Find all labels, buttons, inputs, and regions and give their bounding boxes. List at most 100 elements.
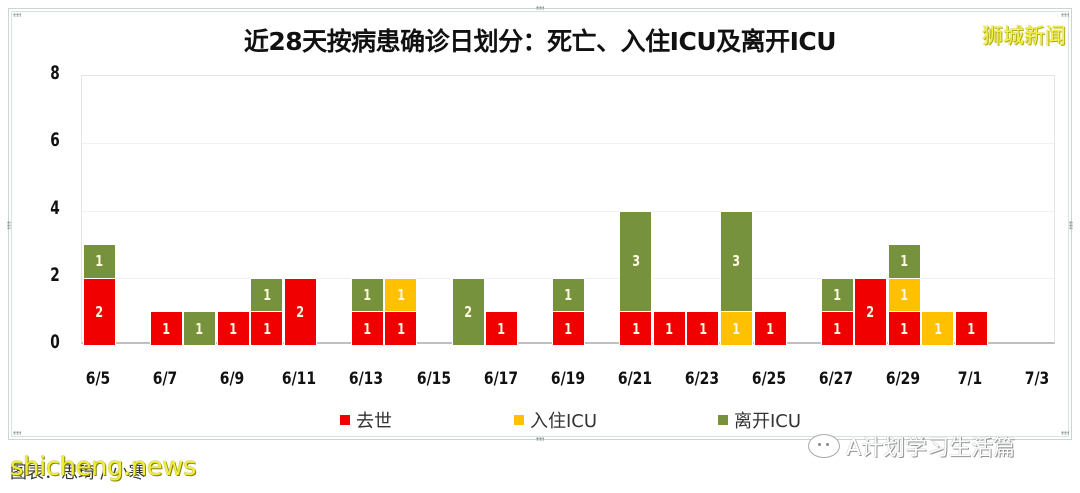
bar-segment[interactable]: 1 <box>250 311 284 345</box>
y-tick-label: 2 <box>50 263 60 286</box>
x-tick-label: 6/27 <box>818 369 854 389</box>
resize-handle-right[interactable] <box>1069 221 1073 229</box>
bar-value-label: 1 <box>162 319 171 338</box>
site-watermark: shicheng.news <box>10 452 197 482</box>
bar-value-label: 1 <box>397 286 405 305</box>
y-tick-label: 8 <box>50 62 60 84</box>
bar-value-label: 1 <box>95 252 103 271</box>
bar-value-label: 2 <box>866 302 875 321</box>
bar-segment[interactable]: 1 <box>820 311 854 345</box>
legend-item-icu-discharged: 离开ICU <box>718 407 801 433</box>
legend-item-deaths: 去世 <box>340 407 392 433</box>
legend-swatch-icu-admitted <box>514 415 524 425</box>
bar-value-label: 1 <box>833 286 842 305</box>
bar-value-label: 1 <box>665 319 674 338</box>
bar-value-label: 1 <box>229 319 238 338</box>
chart-source: 图表：思琦 / 小寒 <box>10 463 146 483</box>
bar-segment[interactable]: 1 <box>619 311 653 345</box>
x-tick-label: 6/7 <box>152 369 178 389</box>
resize-handle-top-right[interactable] <box>1061 13 1069 17</box>
bar-value-label: 3 <box>631 252 640 271</box>
x-tick-label: 6/21 <box>617 369 652 389</box>
bar-segment[interactable]: 3 <box>619 210 653 312</box>
legend-item-icu-admitted: 入住ICU <box>514 407 597 433</box>
bar-value-label: 1 <box>397 319 405 338</box>
bar-segment[interactable]: 3 <box>719 210 753 312</box>
wechat-account-watermark: A计划学习生活篇 <box>808 430 1015 462</box>
bar-segment[interactable]: 1 <box>149 311 183 345</box>
bar-segment[interactable]: 1 <box>216 311 250 345</box>
bar-value-label: 3 <box>732 252 741 271</box>
bar-value-label: 1 <box>933 319 942 338</box>
bar-segment[interactable]: 1 <box>350 277 384 312</box>
gridline <box>82 143 1054 145</box>
bar-value-label: 2 <box>464 302 472 321</box>
bar-segment[interactable]: 1 <box>485 311 519 345</box>
plot-area: 2 1 1 1 1 1 1 2 1 1 1 1 2 1 1 1 1 3 1 1 1 3 1 1 1 2 1 1 1 1 1 <box>81 75 1055 345</box>
bar-value-label: 1 <box>900 319 909 338</box>
bar-segment[interactable]: 2 <box>854 277 888 345</box>
bar-segment[interactable]: 1 <box>887 277 921 312</box>
legend-swatch-icu-discharged <box>718 415 728 425</box>
bar-value-label: 1 <box>363 319 372 338</box>
bar-value-label: 1 <box>363 286 372 305</box>
legend-label: 去世 <box>356 411 392 432</box>
bar-segment[interactable]: 1 <box>686 311 720 345</box>
resize-handle-bottom-left[interactable] <box>13 431 21 435</box>
chart-legend: 去世 入住ICU 离开ICU <box>0 407 1080 433</box>
resize-handle-left[interactable] <box>7 221 11 229</box>
bar-value-label: 1 <box>631 319 640 338</box>
x-tick-label: 6/17 <box>483 369 518 389</box>
bar-segment[interactable]: 1 <box>384 277 418 312</box>
bar-value-label: 1 <box>766 319 774 338</box>
resize-handle-top-left[interactable] <box>13 13 21 17</box>
bar-value-label: 1 <box>262 286 271 305</box>
y-tick-label: 4 <box>50 196 60 219</box>
legend-label: 离开ICU <box>734 411 802 432</box>
bar-segment[interactable]: 1 <box>82 244 116 278</box>
chart-title: 近28天按病患确诊日划分：死亡、入住ICU及离开ICU <box>243 27 837 56</box>
bar-value-label: 1 <box>262 319 271 338</box>
chart-frame[interactable] <box>7 6 1073 441</box>
brand-watermark: 狮城新闻 <box>982 24 1066 48</box>
x-tick-label: 6/15 <box>416 369 451 389</box>
x-tick-label: 6/9 <box>219 369 245 389</box>
bar-segment[interactable]: 1 <box>719 311 753 345</box>
x-tick-label: 6/29 <box>886 369 921 389</box>
resize-handle-bottom[interactable] <box>536 437 544 441</box>
bar-value-label: 2 <box>95 302 103 321</box>
bar-value-label: 1 <box>195 319 204 338</box>
bar-segment[interactable]: 1 <box>887 244 921 278</box>
bar-segment[interactable]: 2 <box>451 277 485 345</box>
bar-value-label: 1 <box>497 319 506 338</box>
x-tick-label: 7/1 <box>958 369 983 389</box>
bar-segment[interactable]: 1 <box>384 311 418 345</box>
resize-handle-top[interactable] <box>536 6 544 10</box>
bar-segment[interactable]: 1 <box>954 311 988 345</box>
bar-segment[interactable]: 2 <box>82 277 116 345</box>
legend-label: 入住ICU <box>530 411 598 432</box>
bar-segment[interactable]: 1 <box>887 311 921 345</box>
bar-segment[interactable]: 1 <box>652 311 686 345</box>
bar-segment[interactable]: 1 <box>183 311 217 345</box>
bar-segment[interactable]: 2 <box>283 277 317 345</box>
bar-segment[interactable]: 1 <box>552 277 586 312</box>
bar-segment[interactable]: 1 <box>552 311 586 345</box>
bar-value-label: 1 <box>833 319 842 338</box>
bar-segment[interactable]: 1 <box>350 311 384 345</box>
x-tick-label: 6/19 <box>550 369 585 389</box>
bar-segment[interactable]: 1 <box>921 311 955 345</box>
legend-swatch-deaths <box>340 415 350 425</box>
bar-value-label: 1 <box>900 252 909 271</box>
bar-segment[interactable]: 1 <box>753 311 787 345</box>
bar-value-label: 2 <box>296 302 305 321</box>
x-tick-label: 6/5 <box>85 369 111 389</box>
x-tick-label: 6/23 <box>684 369 719 389</box>
resize-handle-bottom-right[interactable] <box>1061 431 1069 435</box>
y-tick-label: 0 <box>50 331 60 353</box>
bar-value-label: 1 <box>967 319 976 338</box>
bar-value-label: 1 <box>900 286 909 305</box>
bar-segment[interactable]: 1 <box>820 277 854 312</box>
x-tick-label: 7/3 <box>1025 369 1050 389</box>
bar-segment[interactable]: 1 <box>250 277 284 312</box>
